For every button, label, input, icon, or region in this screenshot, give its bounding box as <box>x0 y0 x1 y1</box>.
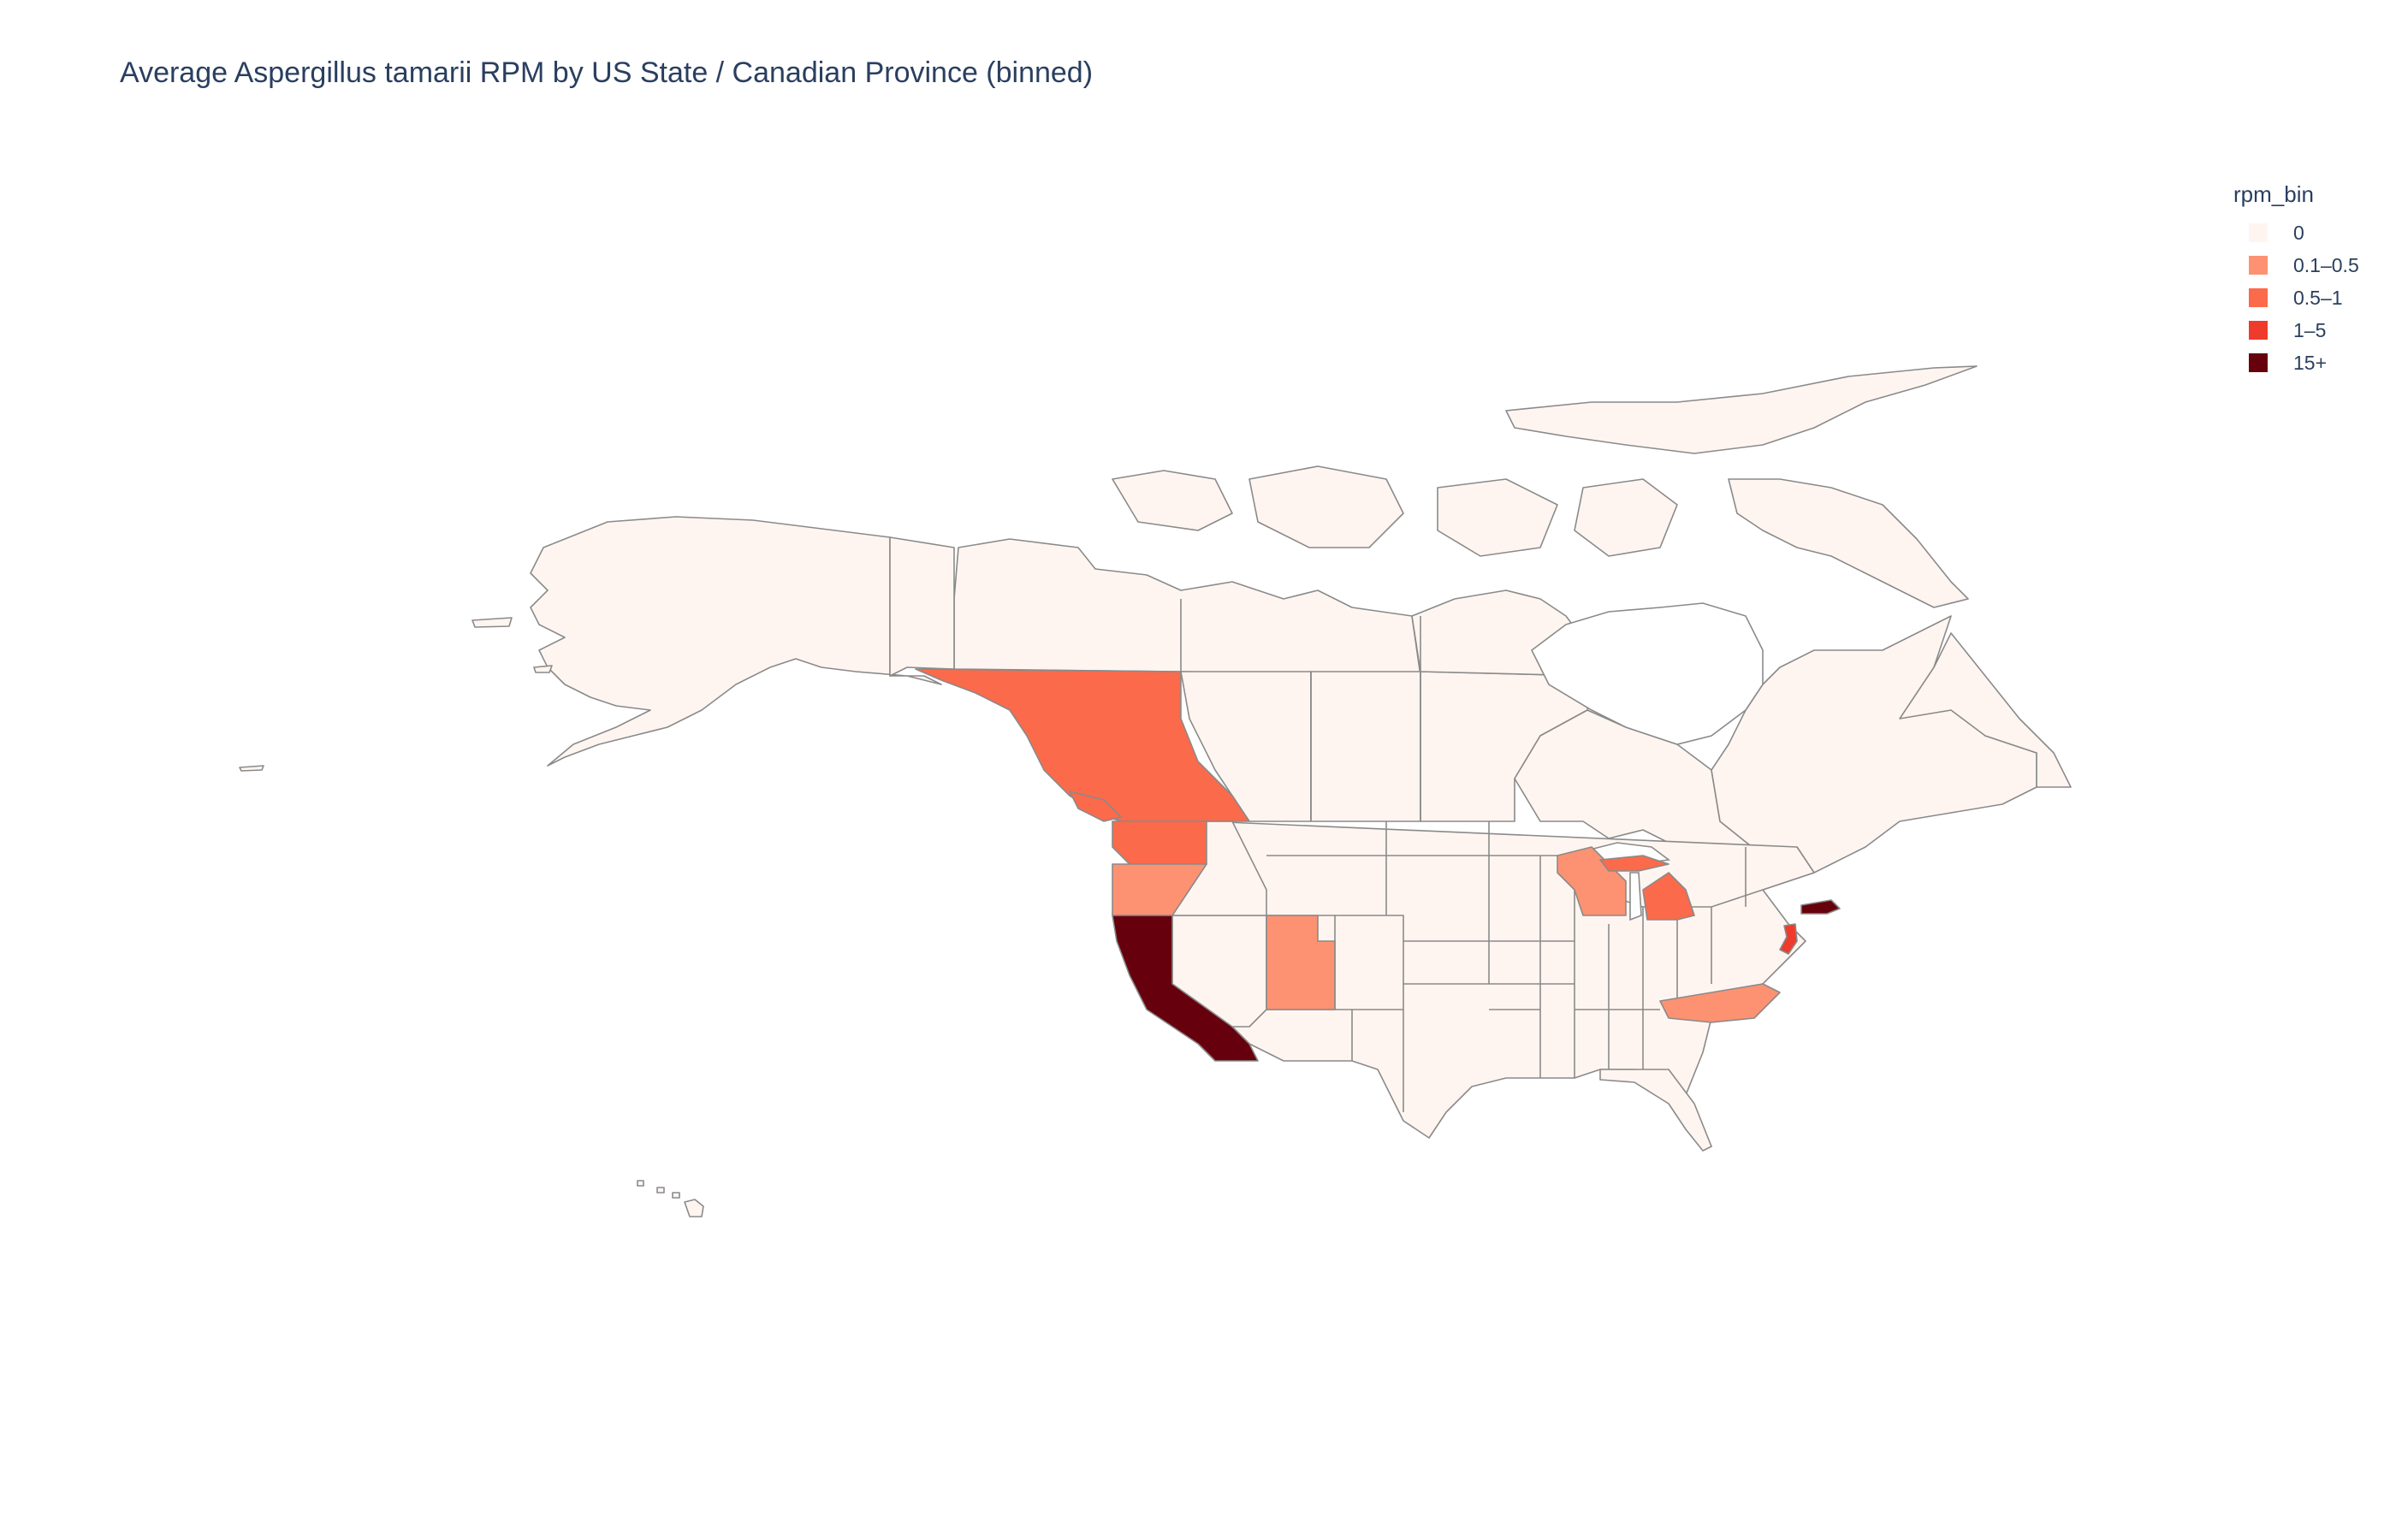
region-yukon[interactable] <box>889 536 955 677</box>
legend-item[interactable]: 0 <box>2233 216 2359 249</box>
legend-label: 0 <box>2293 221 2304 244</box>
region-california[interactable] <box>1112 915 1259 1062</box>
region-speck-2[interactable] <box>471 617 513 628</box>
region-hawaii[interactable] <box>684 1199 704 1217</box>
legend-item[interactable]: 15+ <box>2233 346 2359 379</box>
region-washington[interactable] <box>1112 820 1207 865</box>
region-massachusetts[interactable] <box>1800 899 1841 915</box>
landmass <box>239 365 2072 1217</box>
legend-title: rpm_bin <box>2233 181 2314 207</box>
legend-label: 0.5–1 <box>2293 286 2343 309</box>
legend-item[interactable]: 1–5 <box>2233 314 2359 346</box>
legend-item[interactable]: 0.5–1 <box>2233 281 2359 314</box>
hudson-bay <box>1530 602 1764 745</box>
legend-swatch <box>2249 321 2268 340</box>
legend-swatch <box>2249 288 2268 307</box>
region-hawaii-islands[interactable] <box>637 1180 680 1199</box>
highlighted-regions <box>915 668 1841 1062</box>
region-arctic-islands-1[interactable] <box>1112 470 1233 531</box>
region-utah[interactable] <box>1266 915 1336 1010</box>
legend-swatch <box>2249 353 2268 372</box>
legend-item[interactable]: 0.1–0.5 <box>2233 249 2359 281</box>
region-florida[interactable] <box>1599 1069 1712 1152</box>
region-arctic-islands-5[interactable] <box>1574 478 1678 557</box>
region-vancouver-island[interactable] <box>1069 791 1122 822</box>
region-saskatchewan[interactable] <box>1310 671 1421 822</box>
legend-label: 15+ <box>2293 351 2328 374</box>
region-michigan-upper[interactable] <box>1599 855 1669 872</box>
legend-swatch <box>2249 223 2268 242</box>
chart-title: Average Aspergillus tamarii RPM by US St… <box>120 56 1094 89</box>
legend-swatch <box>2249 256 2268 275</box>
region-baffin[interactable] <box>1728 478 1969 608</box>
region-new-jersey[interactable] <box>1779 923 1798 955</box>
lake-michigan <box>1629 872 1642 921</box>
region-labrador[interactable] <box>1899 632 2072 788</box>
legend: rpm_bin 0 0.1–0.5 0.5–1 1–5 15+ <box>2233 181 2359 379</box>
region-arctic-islands-2[interactable] <box>1248 465 1404 548</box>
region-canada-north[interactable] <box>953 538 1421 677</box>
region-alaska[interactable] <box>530 516 942 767</box>
region-michigan[interactable] <box>1642 872 1695 921</box>
region-arctic-islands-3[interactable] <box>1437 478 1558 557</box>
region-arctic-islands-4[interactable] <box>1505 365 1978 454</box>
region-north-carolina[interactable] <box>1659 983 1781 1023</box>
region-speck-3[interactable] <box>533 665 553 673</box>
region-speck-1[interactable] <box>239 765 264 772</box>
legend-label: 0.1–0.5 <box>2293 253 2359 276</box>
internal-borders <box>1180 599 1764 1112</box>
region-oregon[interactable] <box>1112 863 1207 916</box>
legend-label: 1–5 <box>2293 318 2327 341</box>
